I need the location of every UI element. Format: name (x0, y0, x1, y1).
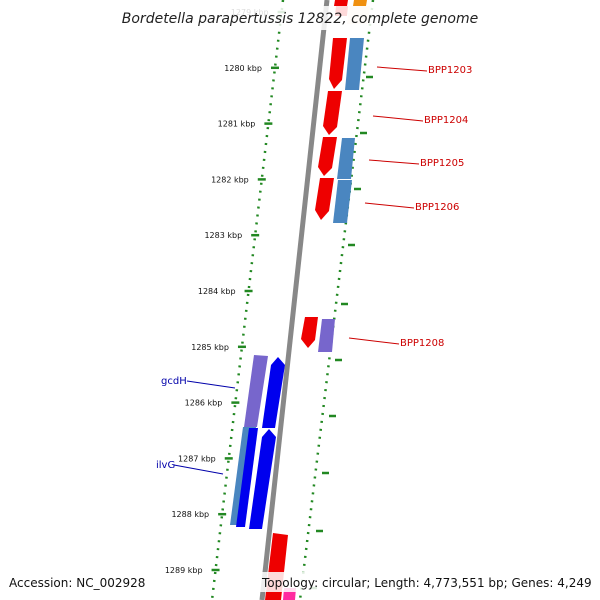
tick-label: 1280 kbp (224, 64, 262, 73)
tick-marks (211, 10, 286, 572)
genome-summary-text: Topology: circular; Length: 4,773,551 bp… (261, 576, 592, 590)
gene-label-bpp1203[interactable]: BPP1203 (428, 65, 472, 76)
gene-feature-bpp1204-red[interactable] (323, 91, 342, 135)
gene-feature-top-red[interactable] (334, 0, 348, 6)
footer-right-backdrop (258, 572, 596, 592)
tick-label: 1281 kbp (218, 120, 256, 129)
tick-label: 1289 kbp (165, 566, 203, 575)
tick-label: 1282 kbp (211, 175, 249, 184)
gene-feature-top-orange[interactable] (353, 0, 367, 6)
genome-backbone (259, 0, 330, 600)
tick-label: 1284 kbp (198, 287, 236, 296)
gene-feature-blue-lower[interactable] (249, 429, 276, 529)
right-dotted-guide (298, 0, 375, 600)
gene-label-bpp1204[interactable]: BPP1204 (424, 115, 468, 126)
gene-feature-bpp1206-red[interactable] (315, 178, 334, 220)
gene-label-ilvg[interactable]: ilvG (156, 460, 175, 471)
label-leader-lines (173, 66, 428, 475)
gene-feature-blue-upper[interactable] (262, 357, 285, 428)
gene-feature-gcdh-purple[interactable] (244, 355, 268, 427)
gene-feature-blue-mid[interactable] (236, 428, 258, 527)
gene-feature-bpp1205-red[interactable] (318, 137, 337, 176)
gene-feature-bpp1208-purple[interactable] (318, 319, 335, 352)
gene-label-gcdh[interactable]: gcdH (161, 376, 187, 387)
tick-label: 1287 kbp (178, 454, 216, 463)
right-guide-dashes (310, 75, 373, 590)
tick-label: 1288 kbp (171, 510, 209, 519)
gene-label-bpp1206[interactable]: BPP1206 (415, 202, 459, 213)
map-title: Bordetella parapertussis 12822, complete… (122, 11, 478, 27)
title-backdrop (120, 6, 480, 30)
gene-label-bpp1205[interactable]: BPP1205 (420, 158, 464, 169)
gene-feature-bpp1205-steel[interactable] (337, 138, 355, 179)
gene-label-bpp1208[interactable]: BPP1208 (400, 338, 444, 349)
accession-text: Accession: NC_002928 (9, 576, 145, 590)
gene-feature-bpp1208-red[interactable] (301, 317, 318, 348)
tick-label: 1286 kbp (185, 399, 223, 408)
footer-left-backdrop (4, 572, 154, 592)
tick-label: 1283 kbp (204, 231, 242, 240)
gene-feature-bpp1206-steel[interactable] (333, 180, 352, 223)
tick-label: 1285 kbp (191, 343, 229, 352)
gene-feature-bpp1203-steel[interactable] (345, 38, 364, 90)
gene-feature-bpp1203-red[interactable] (329, 38, 347, 89)
